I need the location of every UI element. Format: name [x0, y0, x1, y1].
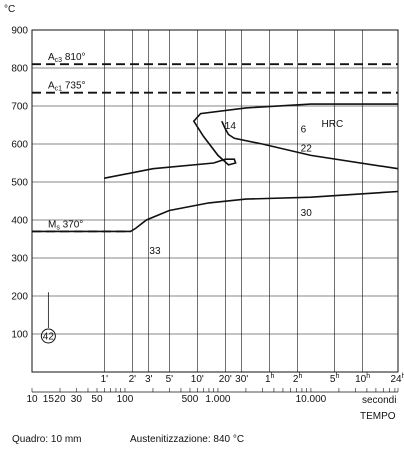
x-time-tick-label: 2' [129, 374, 137, 385]
reference-label: Ac1 735° [48, 81, 86, 93]
x-seconds-tick-label: 10 [26, 394, 38, 405]
x-time-tick-label: 1h [265, 373, 275, 385]
y-axis-unit: °C [4, 4, 15, 15]
x-seconds-tick-label: 100 [117, 394, 134, 405]
x-time-tick-label: 2h [293, 373, 303, 385]
y-tick-label: 300 [11, 254, 28, 265]
x-seconds-tick-label: 15 [43, 394, 55, 405]
y-tick-label: 800 [11, 64, 28, 75]
reference-label: Ms 370° [48, 219, 83, 231]
x-time-tick-label: 10' [191, 374, 204, 385]
grid-layer [31, 29, 399, 373]
y-tick-label: 500 [11, 178, 28, 189]
x-time-tick-label: 5h [330, 373, 340, 385]
curves [32, 103, 399, 233]
x-time-tick-label: 1' [101, 374, 109, 385]
x-axis-label: TEMPO [360, 411, 396, 422]
hardness-label: 6 [301, 125, 307, 136]
hardness-label: 42 [43, 332, 55, 343]
x-seconds-tick-label: 30 [71, 394, 83, 405]
y-tick-label: 400 [11, 216, 28, 227]
transformation-curve [32, 190, 399, 233]
austenitization-temp: Austenitizzazione: 840 °C [130, 434, 245, 445]
specimen-size: Quadro: 10 mm [12, 434, 82, 445]
reference-lines: Ac3 810° Ac1 735° Ms 370° [32, 52, 398, 233]
transformation-curve [221, 120, 399, 170]
hardness-label: 14 [225, 121, 237, 132]
plot-frame [31, 29, 399, 373]
x-seconds-tick-label: 1.000 [205, 394, 230, 405]
hardness-label: 33 [149, 246, 161, 257]
x-time-tick-label: 24h [390, 373, 404, 385]
hardness-circle [40, 328, 56, 344]
x-time-tick-label: 10h [355, 373, 370, 385]
transformation-curve [104, 103, 398, 179]
y-tick-label: 200 [11, 292, 28, 303]
y-tick-label: 700 [11, 102, 28, 113]
x-seconds-tick-label: 500 [182, 394, 199, 405]
y-tick-label: 600 [11, 140, 28, 151]
y-ticks: 900 800 700 600 500 400 300 200 100 [11, 26, 28, 341]
x-seconds-tick-label: 50 [91, 394, 103, 405]
reference-label: Ac3 810° [48, 52, 86, 64]
y-tick-label: 900 [11, 26, 28, 37]
x-time-tick-label: 30' [235, 374, 248, 385]
x-seconds-tick-label: 10.000 [296, 394, 327, 405]
x-time-tick-label: 20' [219, 374, 232, 385]
x-seconds-label: secondi [362, 395, 396, 406]
hardness-label: 30 [301, 208, 313, 219]
x-ticks: 1' 2' 3' 5' 10' 20' 30' 1h 2h 5h 10h 24h 10 15 20 30 50 1… [26, 373, 404, 405]
y-tick-label: 100 [11, 330, 28, 341]
x-time-tick-label: 3' [145, 374, 153, 385]
annotations: 14 6 HRC 22 30 33 42 [40, 119, 344, 344]
hardness-label: 22 [301, 144, 313, 155]
x-time-tick-label: 5' [166, 374, 174, 385]
x-seconds-tick-label: 20 [54, 394, 66, 405]
hardness-unit-label: HRC [322, 119, 344, 130]
